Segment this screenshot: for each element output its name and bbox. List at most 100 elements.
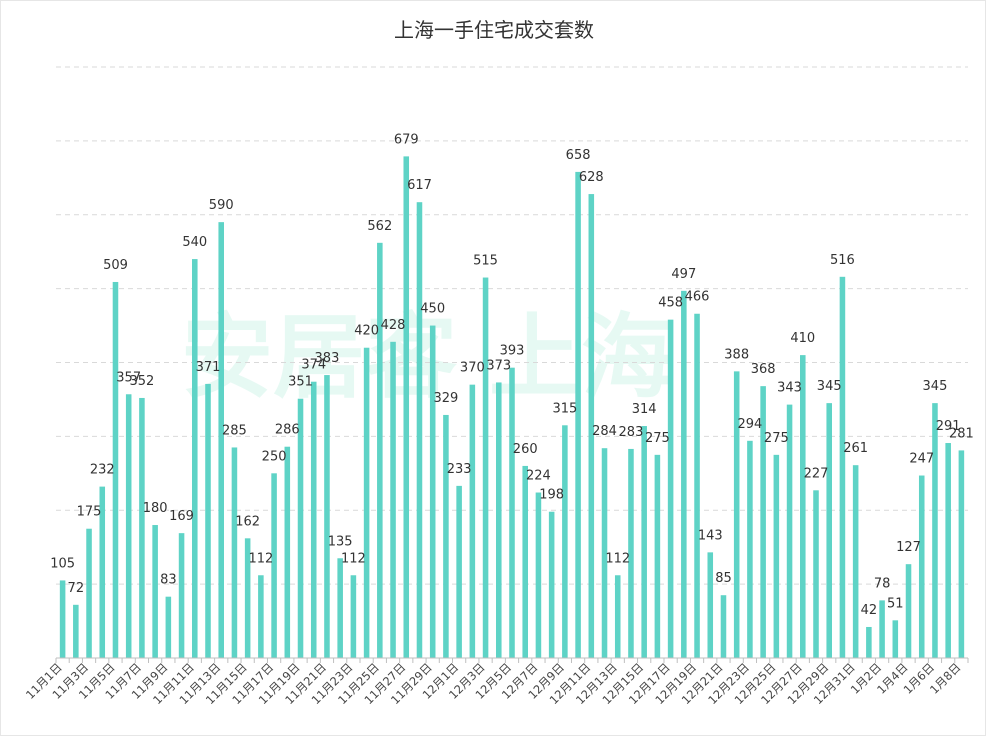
bar (760, 386, 766, 658)
bar (469, 384, 476, 658)
data-label: 247 (909, 452, 934, 467)
data-label: 275 (645, 431, 670, 446)
bar (826, 403, 832, 658)
data-label: 628 (579, 170, 604, 185)
data-label: 260 (513, 442, 538, 457)
bar (509, 367, 515, 658)
data-label: 180 (143, 501, 168, 516)
bar (535, 492, 542, 658)
bar (152, 525, 158, 658)
data-label: 281 (949, 426, 974, 441)
data-label: 410 (790, 331, 815, 346)
data-label: 42 (861, 603, 878, 618)
bar (99, 486, 106, 658)
bar (310, 381, 317, 658)
bar (218, 222, 224, 658)
bar (773, 454, 780, 658)
x-axis (55, 657, 969, 663)
data-label: 370 (460, 361, 485, 376)
bar (258, 575, 264, 658)
bar (86, 528, 92, 658)
bar (628, 448, 634, 658)
bar (866, 626, 872, 658)
data-label: 388 (724, 347, 749, 362)
data-label: 162 (235, 514, 260, 529)
data-label: 658 (566, 148, 591, 163)
bar (800, 355, 806, 658)
bar (244, 538, 251, 658)
bar (271, 473, 277, 658)
bar (139, 397, 145, 658)
bar (125, 394, 132, 658)
bar (59, 580, 66, 658)
data-label: 373 (486, 358, 511, 373)
data-label: 72 (68, 581, 85, 596)
bar (231, 447, 238, 658)
data-label: 515 (473, 254, 498, 269)
x-tick-labels: 11月1日11月3日11月5日11月7日11月9日11月11日11月13日11月… (23, 660, 963, 707)
bar (905, 564, 912, 658)
bar (205, 383, 211, 658)
data-label: 227 (804, 466, 829, 481)
data-label: 428 (381, 318, 406, 333)
bar (733, 371, 740, 658)
watermark-logo-text: 安居客 上海 (181, 304, 673, 411)
bar (588, 194, 595, 658)
bar (403, 156, 410, 659)
bar (429, 325, 436, 658)
data-label: 85 (715, 571, 732, 586)
bar (932, 403, 938, 658)
bar (548, 511, 555, 658)
data-label: 540 (182, 235, 207, 250)
bar (707, 552, 714, 658)
bar (377, 242, 383, 658)
bar (337, 558, 343, 658)
data-label: 371 (196, 360, 221, 375)
bar (839, 276, 846, 658)
data-label: 284 (592, 424, 617, 439)
data-label: 275 (764, 431, 789, 446)
bar (297, 398, 304, 658)
data-label: 466 (685, 290, 710, 305)
bar (496, 382, 502, 658)
data-label: 393 (500, 344, 525, 359)
data-label: 315 (552, 401, 577, 416)
bar (720, 595, 727, 658)
data-label: 294 (737, 417, 762, 432)
data-label: 286 (275, 423, 300, 438)
data-label: 112 (341, 551, 366, 566)
bar (852, 465, 859, 658)
data-label: 291 (936, 419, 961, 434)
data-label: 224 (526, 469, 551, 484)
bar (575, 171, 581, 658)
bar (416, 202, 423, 658)
bar (350, 575, 357, 658)
bar (178, 533, 185, 658)
data-label: 51 (887, 596, 904, 611)
data-label: 112 (248, 551, 273, 566)
data-label: 285 (222, 423, 247, 438)
bar (654, 454, 661, 658)
data-label: 343 (777, 381, 802, 396)
bars (59, 156, 965, 659)
chart-title: 上海一手住宅成交套数 (394, 18, 594, 42)
bar (747, 440, 753, 658)
data-label: 143 (698, 528, 723, 543)
bar (614, 575, 621, 658)
data-label: 250 (262, 449, 287, 464)
bar (694, 313, 700, 658)
bar (892, 620, 899, 658)
bar (390, 341, 396, 658)
bar (443, 414, 449, 658)
data-label: 509 (103, 258, 128, 273)
data-label: 198 (539, 488, 564, 503)
data-label: 450 (420, 302, 445, 317)
data-label: 345 (923, 379, 948, 394)
data-label: 345 (817, 379, 842, 394)
bar (562, 425, 568, 658)
bar (192, 259, 198, 658)
bar (165, 596, 172, 658)
data-label: 368 (751, 362, 776, 377)
